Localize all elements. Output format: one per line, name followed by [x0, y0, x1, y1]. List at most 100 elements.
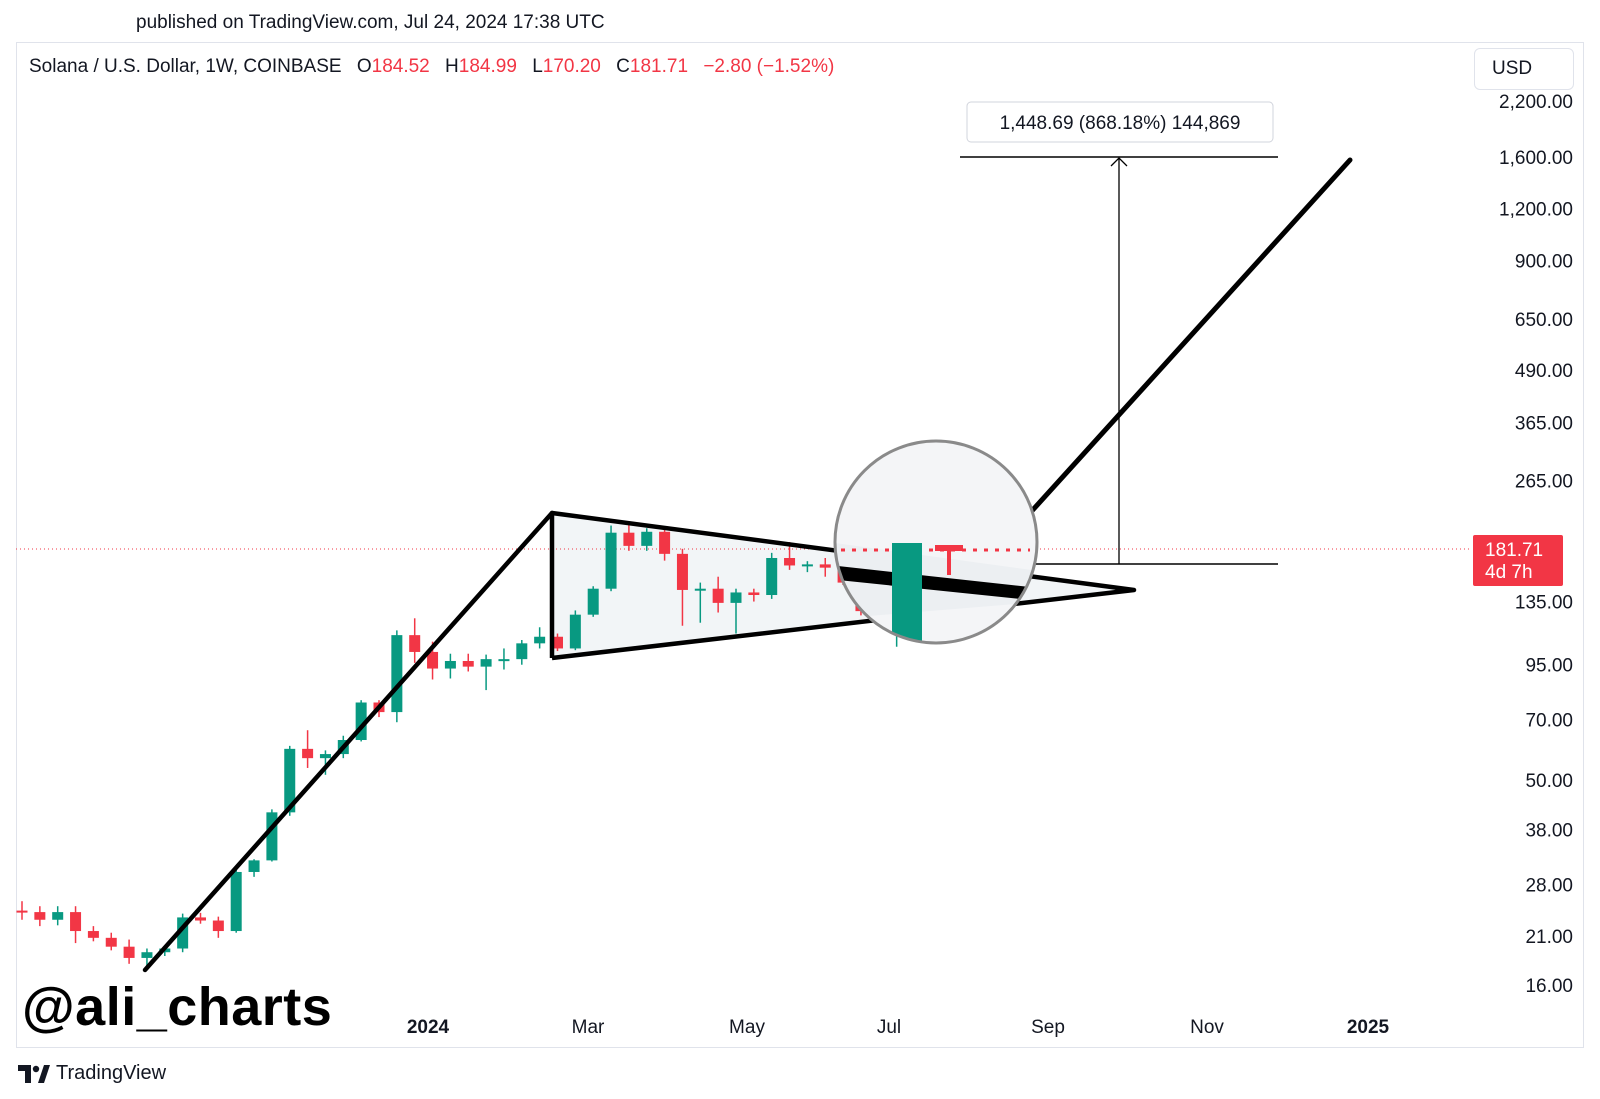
candle: [123, 939, 135, 964]
candle-body: [730, 592, 742, 603]
tradingview-wordmark: TradingView: [56, 1062, 167, 1084]
lens-candle-up: [892, 543, 922, 641]
candle: [355, 700, 367, 742]
candle: [534, 627, 546, 649]
candle-body: [195, 917, 206, 921]
candle-body: [766, 557, 778, 596]
price-tag-countdown: 4d 7h: [1485, 562, 1533, 583]
candle-body: [52, 912, 64, 920]
candle: [552, 633, 563, 652]
currency-button[interactable]: USD: [1474, 48, 1574, 90]
candle: [676, 548, 688, 626]
candle-body: [87, 931, 99, 938]
candle-body: [409, 635, 421, 652]
y-tick-label: 1,600.00: [1499, 148, 1573, 169]
y-tick-label: 2,200.00: [1499, 92, 1573, 113]
candle-body: [534, 636, 546, 644]
x-tick-label: 2025: [1347, 1017, 1390, 1038]
high-value: 184.99: [458, 56, 517, 77]
open-value: 184.52: [371, 56, 430, 77]
author-watermark: @ali_charts: [22, 977, 333, 1037]
candle-body: [212, 920, 224, 932]
x-tick-label: Sep: [1031, 1017, 1065, 1038]
y-tick-label: 95.00: [1525, 656, 1573, 677]
candle-body: [302, 748, 314, 759]
candle-body: [712, 588, 724, 603]
projection-line: [1027, 157, 1353, 516]
x-tick-label: Nov: [1190, 1017, 1224, 1038]
candle: [694, 582, 706, 623]
measure-label-box: [966, 101, 1274, 143]
candle: [16, 901, 28, 920]
lens-candle-doji: [935, 545, 963, 551]
y-tick-label: 70.00: [1525, 711, 1573, 732]
symbol-name[interactable]: Solana / U.S. Dollar, 1W, COINBASE: [29, 56, 342, 77]
candle: [748, 588, 760, 602]
candle: [659, 527, 671, 561]
flagpole-line: [142, 510, 555, 973]
candle: [177, 913, 189, 953]
candle-body: [498, 659, 510, 662]
candle-body: [659, 531, 671, 554]
y-tick-label: 50.00: [1525, 771, 1573, 792]
candle-body: [105, 937, 117, 947]
candle: [730, 588, 742, 634]
candle-body: [319, 754, 331, 759]
y-tick-label: 365.00: [1515, 414, 1573, 435]
candle-body: [516, 643, 528, 660]
candle: [766, 552, 778, 599]
candle-body: [70, 912, 82, 932]
candle-body: [16, 910, 28, 913]
candle-body: [355, 702, 367, 741]
y-tick-label: 265.00: [1515, 471, 1573, 492]
candle-body: [230, 871, 242, 932]
candle: [623, 522, 635, 551]
y-axis[interactable]: 2,200.00 1,600.00 1,200.00 900.00 650.00 490.…: [1499, 92, 1573, 997]
candle-body: [266, 812, 278, 861]
price-tag: 181.71 4d 7h: [1473, 535, 1563, 586]
published-header: published on TradingView.com, Jul 24, 20…: [136, 12, 605, 33]
candle-body: [784, 557, 796, 566]
candle-body: [801, 564, 813, 567]
candle-body: [748, 592, 760, 596]
candle: [52, 906, 64, 926]
y-tick-label: 650.00: [1515, 310, 1573, 331]
candle-body: [605, 532, 617, 589]
candle-body: [623, 532, 635, 546]
candle-body: [676, 553, 688, 590]
y-tick-label: 16.00: [1525, 976, 1573, 997]
candle-body: [34, 912, 46, 920]
candle-body: [444, 660, 456, 669]
chart-frame: [16, 42, 1584, 1048]
measure-label: 1,448.69 (868.18%) 144,869: [1000, 113, 1241, 134]
candle: [819, 557, 831, 577]
candle: [587, 586, 599, 617]
candle-body: [819, 564, 831, 568]
candle-body: [391, 635, 403, 713]
change-value: −2.80 (−1.52%): [703, 56, 835, 77]
x-tick-label: Mar: [572, 1017, 605, 1038]
candle-body: [284, 748, 296, 813]
candle: [248, 859, 260, 877]
candle-body: [462, 660, 474, 667]
candle: [302, 730, 314, 768]
candle-body: [427, 651, 439, 669]
candle: [569, 610, 581, 651]
candle-body: [248, 860, 260, 872]
y-tick-label: 135.00: [1515, 593, 1573, 614]
x-axis[interactable]: 2024 Mar May Jul Sep Nov 2025: [407, 1017, 1390, 1038]
tradingview-logo[interactable]: TradingView: [18, 1062, 166, 1085]
candle-body: [587, 588, 599, 615]
candle: [34, 906, 46, 927]
low-value: 170.20: [542, 56, 601, 77]
candle: [605, 525, 617, 592]
y-tick-label: 28.00: [1525, 875, 1573, 896]
candle-body: [177, 917, 189, 949]
candle: [516, 640, 528, 665]
candle: [801, 561, 813, 573]
candle: [641, 528, 653, 551]
x-tick-label: May: [729, 1017, 765, 1038]
candles: [16, 522, 920, 966]
candle: [266, 809, 278, 862]
